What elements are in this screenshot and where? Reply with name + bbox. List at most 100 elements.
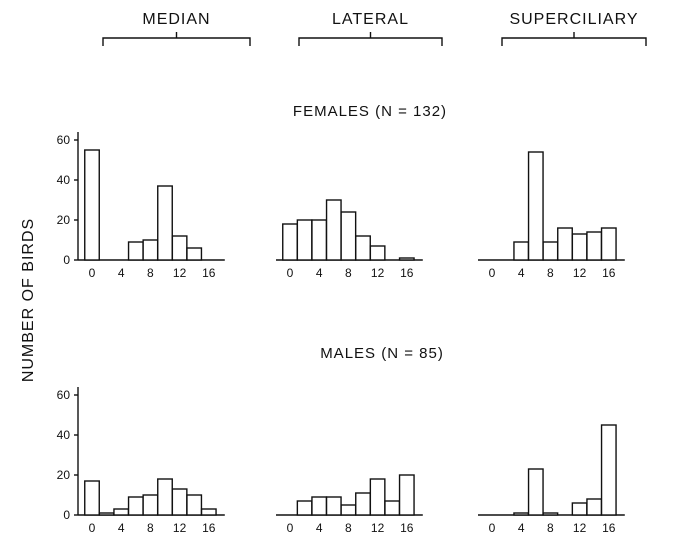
bar-x14 bbox=[384, 500, 401, 516]
panel-males-median: 0 4 8 12 16 bbox=[78, 478, 225, 533]
bar-x0 bbox=[282, 223, 298, 261]
x-tick-label: 0 bbox=[287, 266, 294, 280]
x-tick-label: 12 bbox=[573, 521, 587, 533]
y-tick-label: 0 bbox=[63, 253, 70, 267]
x-tick-label: 4 bbox=[118, 266, 125, 280]
x-tick-label: 4 bbox=[518, 521, 525, 533]
x-tick-label: 4 bbox=[118, 521, 125, 533]
bar-x10 bbox=[557, 227, 573, 261]
column-header-median: MEDIAN bbox=[102, 11, 251, 46]
x-tick-label: 16 bbox=[400, 521, 414, 533]
bar-x6 bbox=[325, 496, 342, 516]
bar-x2 bbox=[296, 500, 313, 516]
bar-x0 bbox=[84, 149, 100, 261]
bar-x12 bbox=[571, 502, 588, 516]
y-tick-label: 60 bbox=[57, 133, 71, 147]
column-bracket bbox=[102, 32, 251, 46]
group-label-females: FEMALES (N = 132) bbox=[293, 103, 447, 120]
bar-x4 bbox=[113, 508, 130, 516]
bar-x12 bbox=[171, 235, 188, 261]
x-tick-label: 8 bbox=[147, 266, 154, 280]
x-tick-label: 12 bbox=[573, 266, 587, 280]
bar-x4 bbox=[513, 512, 530, 516]
bar-x2 bbox=[98, 512, 115, 516]
x-tick-label: 0 bbox=[287, 521, 294, 533]
bar-x12 bbox=[369, 245, 386, 261]
bar-x14 bbox=[586, 231, 603, 261]
bar-x2 bbox=[296, 219, 313, 261]
y-axis-males: 0 20 40 60 bbox=[57, 387, 79, 522]
x-tick-label: 16 bbox=[202, 521, 216, 533]
column-title: MEDIAN bbox=[142, 11, 210, 28]
x-tick-label: 4 bbox=[316, 521, 323, 533]
x-tick-label: 12 bbox=[371, 521, 385, 533]
y-tick-label: 20 bbox=[57, 468, 71, 482]
bar-x8 bbox=[142, 494, 159, 516]
group-label-males: MALES (N = 85) bbox=[320, 345, 444, 362]
bar-x8 bbox=[340, 504, 357, 516]
x-tick-label: 12 bbox=[173, 266, 187, 280]
bar-x12 bbox=[571, 233, 588, 261]
x-tick-label: 0 bbox=[489, 521, 496, 533]
x-tick-label: 8 bbox=[345, 521, 352, 533]
x-tick-label: 8 bbox=[345, 266, 352, 280]
bar-x6 bbox=[127, 496, 144, 516]
bar-x12 bbox=[171, 488, 188, 516]
x-tick-label: 16 bbox=[202, 266, 216, 280]
bar-x10 bbox=[157, 478, 173, 516]
bar-x8 bbox=[542, 241, 559, 261]
y-tick-label: 20 bbox=[57, 213, 71, 227]
bar-x16 bbox=[200, 508, 217, 516]
column-title: SUPERCILIARY bbox=[509, 11, 638, 28]
y-tick-label: 60 bbox=[57, 388, 71, 402]
x-tick-label: 12 bbox=[371, 266, 385, 280]
bar-x4 bbox=[311, 496, 328, 516]
bar-x14 bbox=[186, 494, 203, 516]
bar-x8 bbox=[142, 239, 159, 261]
bar-x6 bbox=[527, 468, 544, 516]
x-tick-label: 16 bbox=[400, 266, 414, 280]
panel-males-superciliary: 0 4 8 12 16 bbox=[478, 424, 625, 533]
column-header-superciliary: SUPERCILIARY bbox=[501, 11, 647, 46]
bar-x10 bbox=[157, 185, 173, 261]
bar-x10 bbox=[355, 492, 371, 516]
y-axis-label: NUMBER OF BIRDS bbox=[20, 218, 37, 382]
bar-x12 bbox=[369, 478, 386, 516]
x-tick-label: 16 bbox=[602, 521, 616, 533]
y-tick-label: 40 bbox=[57, 428, 71, 442]
x-tick-label: 0 bbox=[89, 266, 96, 280]
panel-females-median: 0 4 8 12 16 bbox=[78, 149, 225, 280]
bar-x0 bbox=[84, 480, 100, 516]
bar-x8 bbox=[542, 512, 559, 516]
column-header-lateral: LATERAL bbox=[298, 11, 443, 46]
y-axis-females: 0 20 40 60 bbox=[57, 132, 79, 267]
column-bracket bbox=[501, 32, 647, 46]
x-tick-label: 8 bbox=[547, 521, 554, 533]
bar-x6 bbox=[325, 199, 342, 261]
panel-males-lateral: 0 4 8 12 16 bbox=[276, 474, 423, 533]
x-tick-label: 4 bbox=[518, 266, 525, 280]
x-tick-label: 16 bbox=[602, 266, 616, 280]
y-tick-label: 0 bbox=[63, 508, 70, 522]
bar-x8 bbox=[340, 211, 357, 261]
panel-females-lateral: 0 4 8 12 16 bbox=[276, 199, 423, 280]
bar-x16 bbox=[398, 474, 415, 516]
x-tick-label: 8 bbox=[547, 266, 554, 280]
bar-x4 bbox=[311, 219, 328, 261]
bar-x16 bbox=[600, 227, 617, 261]
bar-x16 bbox=[600, 424, 617, 516]
bar-x14 bbox=[186, 247, 203, 261]
bar-x6 bbox=[127, 241, 144, 261]
panel-females-superciliary: 0 4 8 12 16 bbox=[478, 151, 625, 280]
bar-x10 bbox=[355, 235, 371, 261]
column-title: LATERAL bbox=[332, 11, 409, 28]
x-tick-label: 8 bbox=[147, 521, 154, 533]
y-tick-label: 40 bbox=[57, 173, 71, 187]
bar-x16 bbox=[398, 257, 415, 261]
x-tick-label: 12 bbox=[173, 521, 187, 533]
x-tick-label: 4 bbox=[316, 266, 323, 280]
x-tick-label: 0 bbox=[489, 266, 496, 280]
column-headers: MEDIAN LATERAL SUPERCILIARY bbox=[102, 11, 647, 46]
